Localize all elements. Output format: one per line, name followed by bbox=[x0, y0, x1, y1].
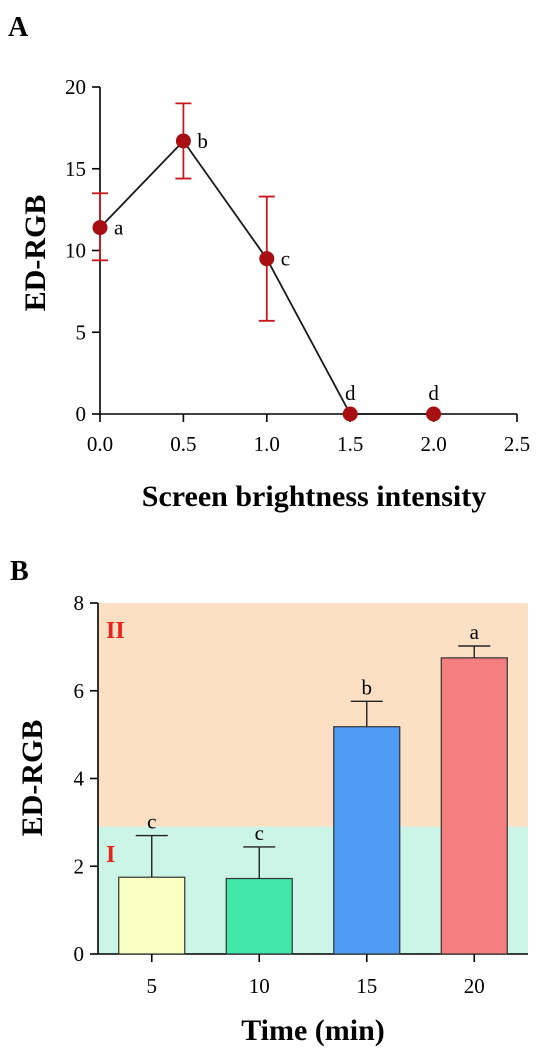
panel-b-x-tick-label: 10 bbox=[249, 974, 270, 998]
panel-a-significance-label: d bbox=[428, 381, 439, 405]
panel-b-y-tick-label: 0 bbox=[74, 942, 85, 966]
panel-a-y-tick-label: 20 bbox=[65, 75, 86, 99]
panel-b-x-tick-label: 20 bbox=[464, 974, 485, 998]
panel-a-data-point bbox=[426, 406, 442, 422]
panel-a-x-tick-label: 1.5 bbox=[337, 432, 363, 456]
panel-b-label: B bbox=[10, 556, 29, 587]
panel-b-x-tick-label: 15 bbox=[356, 974, 377, 998]
panel-b-y-tick-label: 6 bbox=[74, 679, 85, 703]
panel-a-x-tick-label: 0.0 bbox=[87, 432, 113, 456]
panel-a-significance-label: b bbox=[197, 129, 208, 153]
panel-a-plot: 0 5 10 15 20 0.0 0.5 1.0 1.5 2.0 2.5 a b c d d bbox=[65, 75, 530, 456]
panel-b-y-tick-label: 4 bbox=[74, 767, 85, 791]
panel-a-significance-label: c bbox=[281, 247, 290, 271]
panel-a-significance-label: d bbox=[345, 381, 356, 405]
panel-b-bar bbox=[440, 657, 508, 955]
panel-a-x-tick-label: 0.5 bbox=[170, 432, 196, 456]
panel-a-y-tick-label: 10 bbox=[65, 239, 86, 263]
panel-b-bar bbox=[333, 726, 401, 955]
panel-a-label: A bbox=[8, 12, 29, 43]
panel-a-significance-label: a bbox=[114, 216, 124, 240]
panel-b-bar bbox=[118, 876, 186, 955]
panel-b-x-axis-title: Time (min) bbox=[241, 1014, 385, 1047]
panel-b-significance-label: a bbox=[470, 620, 480, 644]
panel-b-x-tick-label: 5 bbox=[147, 974, 158, 998]
panel-a-x-tick-label: 1.0 bbox=[254, 432, 280, 456]
zone-label-i: I bbox=[106, 842, 115, 868]
panel-b-y-tick-label: 8 bbox=[74, 591, 85, 615]
panel-a-x-axis-title: Screen brightness intensity bbox=[142, 480, 486, 513]
panel-a-data-point bbox=[259, 251, 275, 267]
panel-a-data-point bbox=[92, 220, 108, 236]
panel-b-significance-label: c bbox=[147, 810, 156, 834]
panel-a-x-tick-label: 2.0 bbox=[420, 432, 446, 456]
panel-b-y-tick-label: 2 bbox=[74, 854, 85, 878]
zone-label-ii: II bbox=[106, 618, 125, 644]
panel-a-x-tick-label: 2.5 bbox=[504, 432, 530, 456]
panel-a-y-tick-label: 15 bbox=[65, 157, 86, 181]
panel-b-y-axis-title: ED-RGB bbox=[16, 720, 49, 837]
panel-a-y-axis-title: ED-RGB bbox=[19, 195, 52, 312]
panel-b-significance-label: c bbox=[255, 821, 264, 845]
panel-a-y-tick-label: 0 bbox=[76, 402, 87, 426]
panel-a-data-point bbox=[175, 133, 191, 149]
panel-b-significance-label: b bbox=[362, 675, 373, 699]
panel-a-y-tick-label: 5 bbox=[76, 320, 87, 344]
panel-b-bar bbox=[225, 877, 293, 955]
panel-a-data-point bbox=[342, 406, 358, 422]
